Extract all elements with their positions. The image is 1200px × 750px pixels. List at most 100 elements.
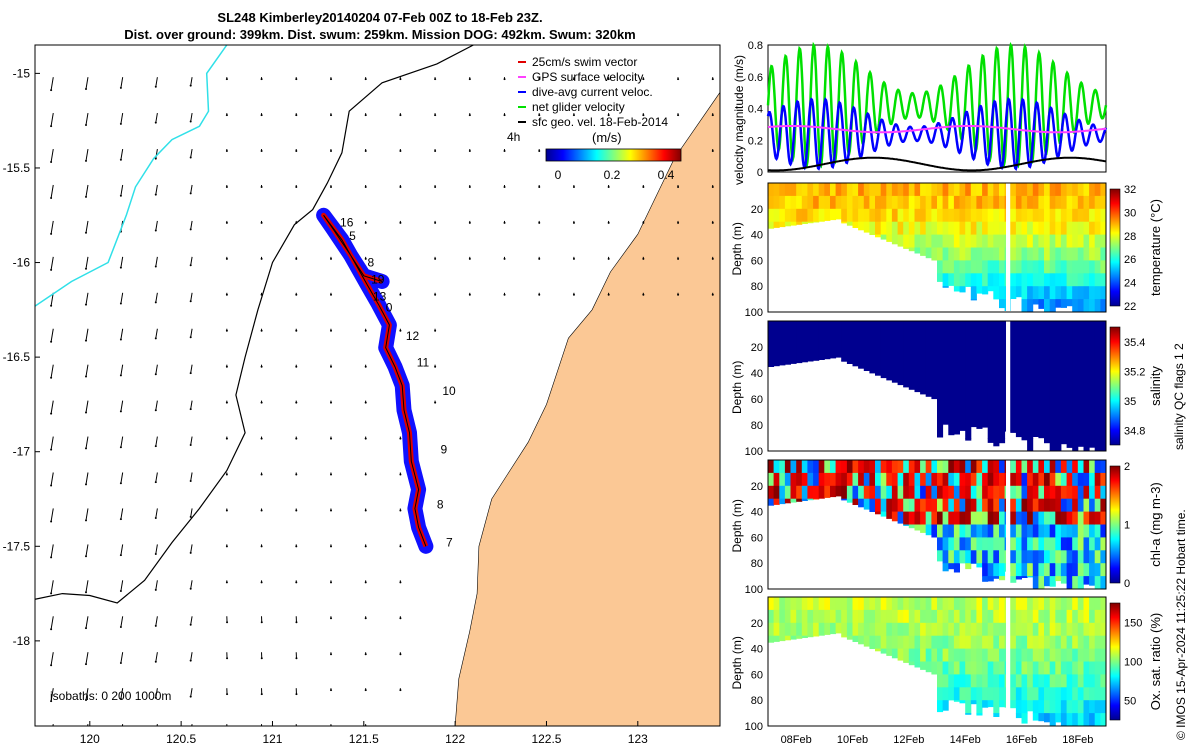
section-cell bbox=[931, 622, 938, 637]
section-cell bbox=[1015, 485, 1022, 500]
section-cell bbox=[953, 286, 960, 292]
section-cell bbox=[908, 208, 915, 223]
legend-entry: GPS surface velocity bbox=[532, 70, 643, 84]
section-cell bbox=[976, 183, 983, 197]
section-cell bbox=[773, 221, 780, 228]
section-cell bbox=[1021, 195, 1028, 210]
velocity-arrow-head bbox=[677, 185, 680, 188]
section-cell bbox=[1015, 321, 1022, 335]
section-cell bbox=[1032, 334, 1039, 348]
velocity-arrow-head bbox=[468, 293, 471, 296]
section-cell bbox=[1077, 648, 1084, 662]
velocity-arrow-head bbox=[226, 729, 228, 731]
section-cell bbox=[948, 247, 955, 261]
section-cell bbox=[1060, 247, 1067, 261]
velocity-arrow-head bbox=[119, 86, 122, 89]
section-cell bbox=[852, 347, 859, 361]
section-cell bbox=[1055, 661, 1062, 675]
section-cell bbox=[982, 661, 989, 675]
section-cell bbox=[1060, 321, 1067, 335]
section-cell bbox=[931, 472, 938, 487]
section-cell bbox=[1055, 299, 1062, 308]
section-cell bbox=[982, 576, 989, 582]
velocity-arrow-head bbox=[330, 617, 333, 620]
velocity-arrow bbox=[155, 652, 158, 662]
section-cell bbox=[959, 221, 966, 236]
velocity-arrow bbox=[155, 77, 158, 87]
section-cell bbox=[1021, 597, 1028, 611]
section-cell bbox=[1077, 334, 1084, 348]
section-cell bbox=[970, 334, 977, 348]
section-cell bbox=[976, 208, 983, 223]
section-cell bbox=[993, 537, 1000, 551]
section-cell bbox=[1066, 247, 1073, 261]
section-cell bbox=[1083, 334, 1090, 348]
y-tick-label: -17.5 bbox=[3, 539, 31, 553]
section-cell bbox=[779, 460, 786, 474]
section-cell bbox=[1066, 674, 1073, 688]
section-cell bbox=[1044, 460, 1051, 474]
section-cell bbox=[914, 195, 921, 210]
section-cell bbox=[891, 635, 898, 650]
velocity-arrow-head bbox=[295, 693, 298, 696]
section-cell bbox=[1021, 286, 1028, 300]
section-cell bbox=[801, 498, 808, 501]
section-cell bbox=[1060, 208, 1067, 223]
section-cell bbox=[1032, 563, 1039, 577]
section-cell bbox=[1077, 299, 1084, 313]
section-cell bbox=[852, 498, 859, 505]
section-cell bbox=[1077, 661, 1084, 675]
section-cell bbox=[1077, 537, 1084, 551]
section-cell bbox=[858, 609, 865, 624]
section-cell bbox=[824, 321, 831, 335]
section-cell bbox=[1055, 286, 1062, 300]
section-cell bbox=[1089, 347, 1096, 361]
section-colorbar bbox=[1109, 465, 1121, 584]
velocity-arrow-head bbox=[189, 372, 192, 375]
section-cell bbox=[1038, 460, 1045, 474]
section-cell bbox=[1094, 360, 1101, 374]
section-cell bbox=[784, 460, 791, 474]
section-cell bbox=[1083, 648, 1090, 662]
section-cell bbox=[1032, 321, 1039, 335]
section-cell bbox=[813, 347, 820, 361]
section-cell bbox=[813, 635, 820, 637]
velocity-arrow bbox=[155, 220, 158, 231]
section-cell bbox=[1089, 661, 1096, 675]
section-cell bbox=[1038, 273, 1045, 287]
section-cell bbox=[1055, 485, 1062, 500]
section-cell bbox=[841, 183, 848, 197]
section-cell bbox=[1015, 537, 1022, 551]
colorbar-tick-label: 0 bbox=[1124, 578, 1130, 590]
section-cell bbox=[1015, 713, 1022, 719]
section-cell bbox=[841, 472, 848, 487]
section-cell bbox=[1083, 273, 1090, 287]
velocity-arrow bbox=[190, 400, 193, 410]
section-cell bbox=[953, 524, 960, 538]
section-cell bbox=[982, 687, 989, 701]
section-cell bbox=[1049, 273, 1056, 287]
section-cell bbox=[993, 648, 1000, 662]
section-cell bbox=[790, 360, 797, 364]
section-cell bbox=[1049, 195, 1056, 210]
section-cell bbox=[1010, 360, 1017, 374]
section-cell bbox=[897, 597, 904, 611]
section-cell bbox=[1055, 273, 1062, 287]
section-cell bbox=[1083, 537, 1090, 551]
velocity-arrow-head bbox=[119, 626, 122, 629]
section-cell bbox=[1077, 360, 1084, 374]
section-cell bbox=[982, 597, 989, 611]
velocity-arrow bbox=[155, 544, 158, 555]
velocity-arrow-head bbox=[260, 365, 263, 368]
section-cell bbox=[891, 221, 898, 236]
section-cell bbox=[1066, 511, 1073, 525]
section-cell bbox=[1077, 687, 1084, 701]
section-cell bbox=[1010, 687, 1017, 701]
velocity-arrow-head bbox=[260, 621, 263, 624]
section-cell bbox=[970, 472, 977, 487]
section-cell bbox=[987, 576, 994, 582]
section-cell bbox=[993, 360, 1000, 374]
section-cell bbox=[999, 460, 1006, 474]
section-cell bbox=[1100, 299, 1107, 312]
depth-tick-label: 80 bbox=[751, 695, 763, 707]
